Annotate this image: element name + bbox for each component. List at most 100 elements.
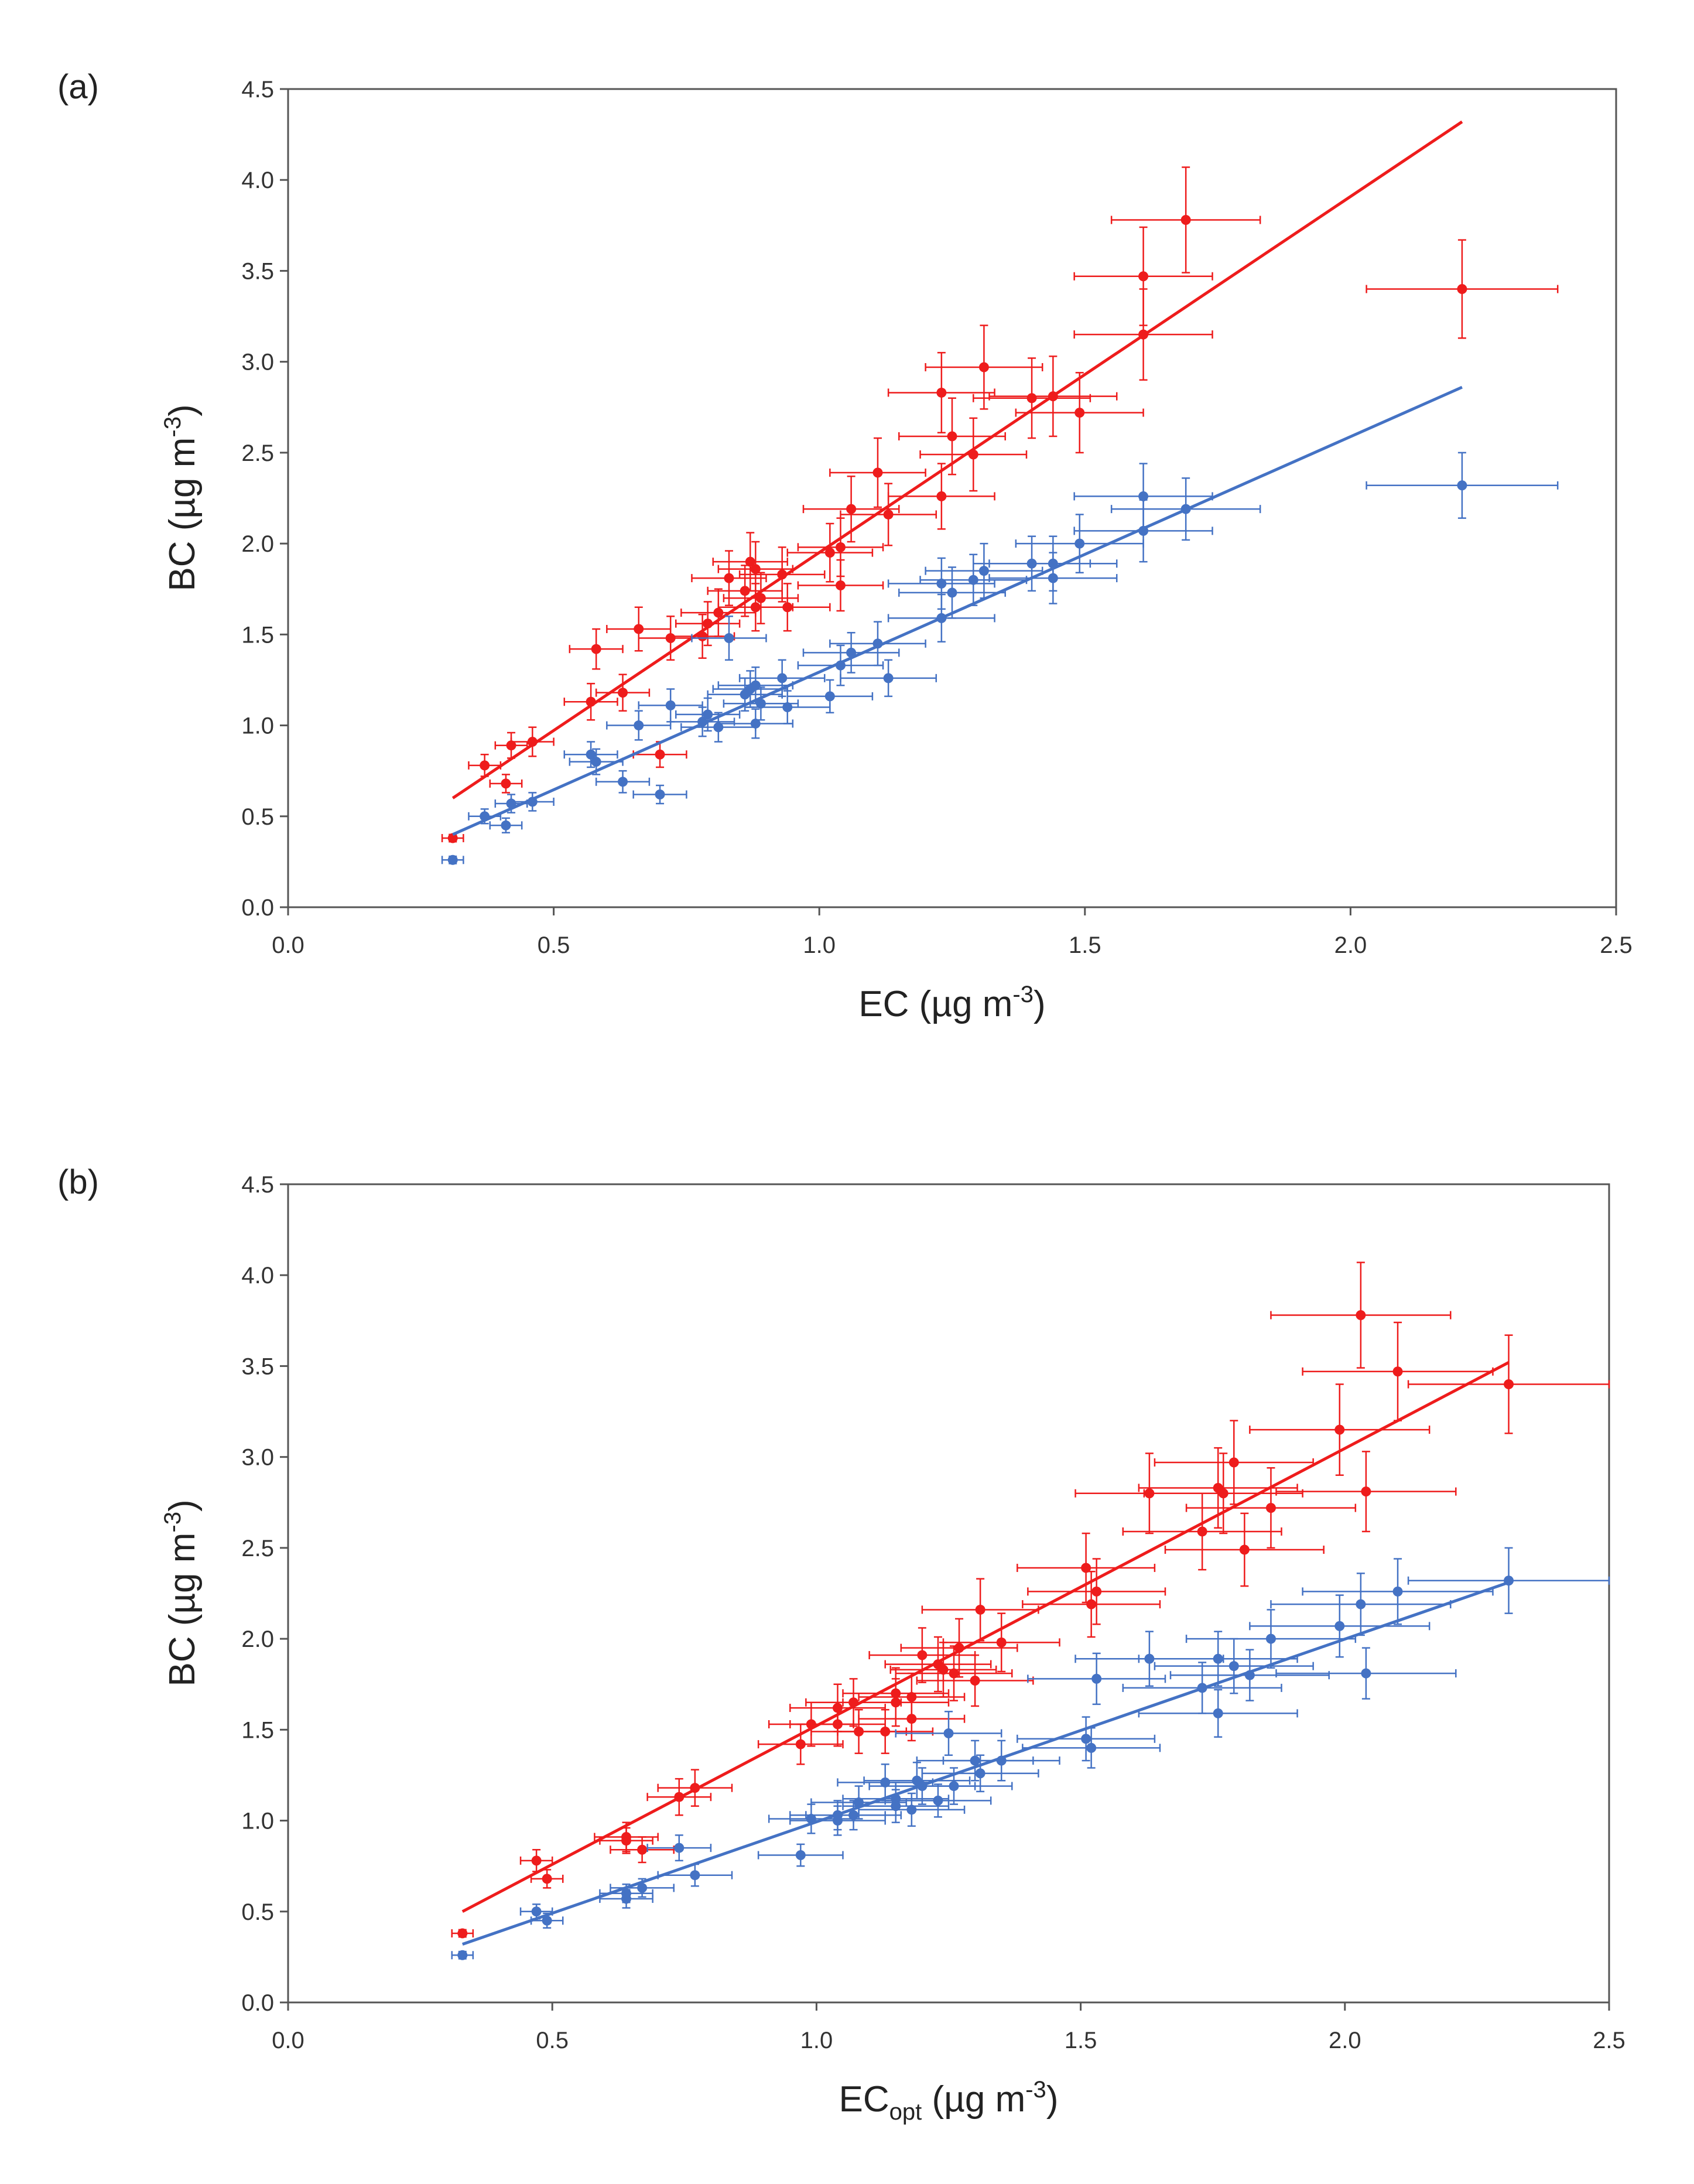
panel-b-blue-data-point [906, 1804, 917, 1815]
panel-a-blue-data-point [968, 575, 978, 585]
panel-b-red-data-point [970, 1676, 980, 1686]
panel-a-ylabel-unit: g m [162, 438, 203, 498]
panel-a-red-data-point [480, 760, 490, 771]
panel-a-red-data-point [872, 467, 883, 478]
panel-a-xlabel-mu: µ [931, 984, 952, 1024]
panel-a-blue-data-point [777, 673, 788, 683]
panel-b-red-data-point [1334, 1424, 1345, 1435]
panel-a-red-data-point [824, 548, 835, 558]
panel-b-xlabel-sub: opt [889, 2099, 922, 2125]
panel-b-y-tick-label: 3.0 [241, 1445, 274, 1471]
panel-a-blue-data-point [947, 587, 957, 598]
panel-b-x-tick-label: 1.5 [1065, 2028, 1097, 2053]
panel-b-y-tick-label: 3.5 [241, 1354, 274, 1379]
panel-b-y-tick-label: 4.5 [241, 1172, 274, 1198]
panel-b-series-red [451, 1262, 1610, 1939]
panel-a-y-tick-label: 3.0 [241, 350, 274, 375]
panel-a-red-data-point [846, 504, 857, 514]
panel-b-blue-data-point [943, 1728, 954, 1739]
panel-a-blue-data-point [501, 820, 511, 830]
panel-b-red-data-point [457, 1928, 468, 1939]
panel-b-x-tick-label: 1.0 [800, 2028, 833, 2053]
panel-a-x-tick-label: 1.0 [803, 932, 836, 958]
panel-a-y-tick-label: 2.0 [241, 531, 274, 557]
panel-b-ylabel-unit: g m [162, 1533, 203, 1593]
panel-a-blue-data-point [703, 709, 713, 720]
panel-a-blue-data-point [936, 578, 947, 589]
panel-a-blue-data-point [586, 749, 596, 760]
panel-b-red-data-point [1239, 1544, 1250, 1555]
panel-a-series [441, 120, 1559, 865]
panel-a-ylabel-mu: µ [162, 498, 203, 519]
panel-a-red-data-point [978, 362, 989, 372]
panel-a-x-tick-label: 0.0 [272, 932, 304, 958]
panel-b-blue-data-point [975, 1768, 985, 1779]
panel-b-y-tick-label: 4.0 [241, 1263, 274, 1288]
panel-b-plot-frame [287, 1183, 1610, 2004]
panel-a-xlabel-main: EC ( [858, 984, 931, 1024]
panel-b-y-ticks: 0.0 0.5 1.0 1.5 2.0 2.5 3.0 3.5 4.0 4.5 [241, 1172, 288, 2016]
panel-b-red-data-point [938, 1665, 949, 1675]
panel-b-blue-data-point [1392, 1586, 1403, 1597]
panel-a-red-data-point [835, 542, 846, 552]
panel-b-red-data-point [621, 1831, 632, 1842]
panel-b-ylabel-mu: µ [162, 1593, 203, 1614]
panel-b-red-data-point [917, 1650, 928, 1660]
panel-b-blue-data-point [1213, 1653, 1223, 1664]
panel-a-y-tick-label: 0.0 [241, 895, 274, 921]
panel-b-y-tick-label: 1.5 [241, 1717, 274, 1743]
panel-b-red-data-point [1197, 1526, 1207, 1537]
panel-b-y-tick-label: 2.0 [241, 1626, 274, 1652]
panel-b-y-tick-label: 0.0 [241, 1990, 274, 2016]
panel-a-red-data-point [1026, 393, 1037, 404]
panel-a-red-data-point [936, 387, 947, 398]
panel-b-x-tick-label: 0.5 [536, 2028, 569, 2053]
panel-a-red-data-point [713, 607, 724, 618]
panel-a-red-data-point [1457, 283, 1467, 294]
panel-b-red-data-point [949, 1668, 959, 1679]
panel-a-blue-data-point [755, 698, 766, 709]
panel-a-blue-data-point [978, 566, 989, 576]
panel-a-blue-fit-line [452, 385, 1463, 836]
panel-a-blue-data-point [846, 647, 857, 658]
panel-a-red-data-point [755, 593, 766, 603]
panel-a-blue-data-point [634, 720, 644, 731]
panel-b-blue-data-point [457, 1950, 468, 1960]
panel-b-blue-data-point [637, 1882, 648, 1893]
panel-b-y-tick-label: 0.5 [241, 1899, 274, 1925]
panel-a-red-data-point [1074, 408, 1085, 418]
panel-b-blue-data-point [949, 1781, 959, 1792]
panel-b-red-data-point [832, 1719, 843, 1730]
panel-a-red-data-point [618, 688, 628, 698]
panel-b-blue-data-point [848, 1810, 859, 1820]
panel-a-y-axis-label: BC (µg m-3) [160, 404, 203, 591]
panel-b-blue-data-point [1265, 1633, 1276, 1644]
panel-a-plot-frame [287, 88, 1617, 908]
panel-a-blue-data-point [447, 855, 458, 865]
panel-a-red-data-point [883, 509, 894, 519]
panel-a-red-data-point [745, 556, 755, 567]
panel-a-x-axis-label: EC (µg m-3) [858, 982, 1045, 1024]
panel-b: (b) 0.00.51.01.52.02.53.03.54.04.5 0.0 0.… [57, 1163, 1625, 2125]
panel-b-red-data-point [1228, 1457, 1239, 1468]
panel-b-blue-data-point [891, 1801, 901, 1812]
panel-b-y-tick-label: 1.0 [241, 1809, 274, 1834]
panel-a-x-ticks: 0.0 0.5 1.0 1.5 2.0 2.5 [272, 907, 1633, 958]
panel-b-xlabel-mu: µ [944, 2079, 965, 2120]
panel-a-red-data-point [740, 586, 750, 596]
panel-a: (a) 0.00.51.01.52.02.53.03.54.04.5 0.0 0.… [57, 68, 1633, 1024]
panel-b-blue-data-point [1213, 1708, 1223, 1718]
panel-b-red-data-point [1086, 1599, 1097, 1609]
panel-b-blue-data-point [690, 1870, 700, 1881]
panel-b-red-data-point [1504, 1379, 1514, 1389]
panel-a-red-data-point [1138, 271, 1149, 282]
panel-a-red-data-point [447, 833, 458, 843]
panel-b-xlabel-close: ) [1046, 2079, 1059, 2120]
panel-a-blue-data-point [782, 702, 793, 713]
panel-a-xlabel-unit: g m [952, 984, 1012, 1024]
panel-a-xlabel-close: ) [1033, 984, 1046, 1024]
panel-b-ylabel-sup: -3 [160, 1512, 186, 1533]
panel-a-blue-data-point [1048, 573, 1058, 583]
panel-b-red-data-point [996, 1637, 1007, 1648]
